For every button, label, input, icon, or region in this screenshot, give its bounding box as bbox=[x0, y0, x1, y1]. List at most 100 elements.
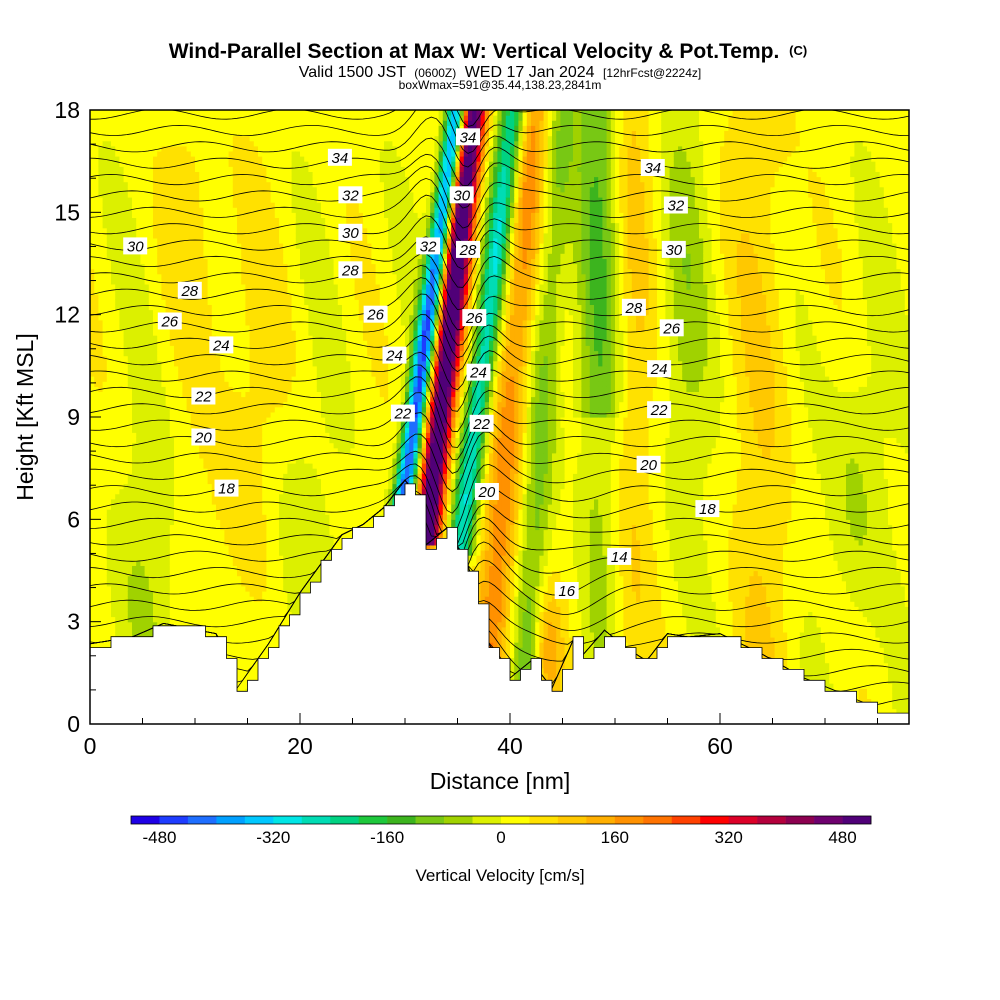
velocity-cell bbox=[123, 273, 129, 280]
velocity-cell bbox=[232, 575, 238, 582]
velocity-cell bbox=[90, 350, 95, 357]
velocity-cell bbox=[178, 457, 183, 464]
velocity-cell bbox=[232, 411, 238, 418]
velocity-cell bbox=[232, 611, 238, 618]
velocity-cell bbox=[237, 514, 242, 520]
velocity-cell bbox=[144, 478, 150, 485]
velocity-cell bbox=[90, 243, 95, 249]
velocity-cell bbox=[123, 115, 129, 121]
velocity-cell bbox=[94, 478, 99, 485]
velocity-cell bbox=[144, 575, 150, 582]
velocity-cell bbox=[127, 601, 133, 607]
velocity-cell bbox=[220, 115, 225, 121]
velocity-cell bbox=[190, 514, 196, 520]
velocity-cell bbox=[186, 575, 192, 582]
velocity-cell bbox=[102, 176, 108, 183]
velocity-cell bbox=[199, 591, 204, 597]
velocity-cell bbox=[220, 227, 225, 234]
velocity-cell bbox=[90, 626, 95, 633]
velocity-cell bbox=[165, 381, 171, 387]
velocity-cell bbox=[165, 171, 171, 178]
velocity-cell bbox=[224, 539, 230, 546]
velocity-cell bbox=[136, 202, 141, 208]
velocity-cell bbox=[106, 370, 112, 377]
velocity-cell bbox=[174, 125, 179, 131]
velocity-cell bbox=[165, 452, 171, 459]
velocity-cell bbox=[178, 365, 183, 372]
velocity-cell bbox=[190, 273, 196, 280]
velocity-cell bbox=[203, 504, 209, 510]
velocity-cell bbox=[207, 135, 213, 142]
velocity-cell bbox=[186, 488, 192, 495]
velocity-cell bbox=[102, 350, 108, 357]
velocity-cell bbox=[174, 237, 179, 244]
velocity-cell bbox=[144, 365, 150, 372]
velocity-cell bbox=[157, 355, 162, 362]
velocity-cell bbox=[195, 370, 200, 377]
velocity-cell bbox=[140, 596, 146, 602]
velocity-cell bbox=[106, 135, 112, 142]
velocity-cell bbox=[245, 417, 251, 423]
velocity-cell bbox=[169, 611, 175, 618]
velocity-cell bbox=[90, 355, 95, 362]
velocity-cell bbox=[220, 140, 225, 147]
velocity-cell bbox=[182, 248, 188, 254]
velocity-cell bbox=[203, 319, 209, 326]
velocity-cell bbox=[140, 294, 146, 300]
velocity-cell bbox=[195, 417, 200, 423]
velocity-cell bbox=[190, 447, 196, 454]
velocity-cell bbox=[136, 110, 141, 116]
velocity-cell bbox=[174, 534, 179, 541]
velocity-cell bbox=[241, 616, 246, 623]
velocity-cell bbox=[102, 115, 108, 121]
velocity-cell bbox=[178, 171, 183, 178]
velocity-cell bbox=[90, 299, 95, 305]
velocity-cell bbox=[241, 207, 246, 213]
velocity-cell bbox=[253, 386, 259, 392]
velocity-cell bbox=[232, 268, 238, 275]
velocity-cell bbox=[106, 207, 112, 213]
velocity-cell bbox=[140, 350, 146, 357]
velocity-cell bbox=[224, 166, 230, 172]
velocity-cell bbox=[123, 181, 129, 188]
velocity-cell bbox=[140, 585, 146, 592]
velocity-cell bbox=[144, 340, 150, 346]
velocity-cell bbox=[174, 304, 179, 311]
velocity-cell bbox=[216, 539, 221, 546]
velocity-cell bbox=[199, 478, 204, 485]
velocity-cell bbox=[94, 493, 99, 500]
velocity-cell bbox=[241, 401, 246, 408]
velocity-cell bbox=[148, 253, 154, 259]
velocity-cell bbox=[169, 585, 175, 592]
velocity-cell bbox=[203, 534, 209, 541]
velocity-cell bbox=[224, 237, 230, 244]
velocity-cell bbox=[224, 591, 230, 597]
velocity-cell bbox=[186, 411, 192, 418]
velocity-cell bbox=[140, 284, 146, 290]
velocity-cell bbox=[220, 207, 225, 213]
velocity-cell bbox=[253, 457, 259, 464]
velocity-cell bbox=[224, 596, 230, 602]
velocity-cell bbox=[211, 544, 217, 551]
velocity-cell bbox=[144, 570, 150, 577]
velocity-cell bbox=[136, 268, 141, 275]
velocity-cell bbox=[249, 156, 255, 162]
velocity-cell bbox=[199, 314, 204, 321]
velocity-cell bbox=[241, 447, 246, 454]
velocity-cell bbox=[186, 370, 192, 377]
velocity-cell bbox=[106, 161, 112, 167]
velocity-cell bbox=[195, 483, 200, 490]
velocity-cell bbox=[258, 550, 263, 556]
velocity-cell bbox=[211, 355, 217, 362]
velocity-cell bbox=[195, 248, 200, 254]
velocity-cell bbox=[211, 207, 217, 213]
velocity-cell bbox=[174, 130, 179, 137]
velocity-cell bbox=[140, 140, 146, 147]
velocity-cell bbox=[119, 534, 125, 541]
velocity-cell bbox=[207, 268, 213, 275]
velocity-cell bbox=[157, 278, 162, 285]
velocity-cell bbox=[94, 237, 99, 244]
velocity-cell bbox=[123, 278, 129, 285]
velocity-cell bbox=[119, 411, 125, 418]
velocity-cell bbox=[174, 299, 179, 305]
